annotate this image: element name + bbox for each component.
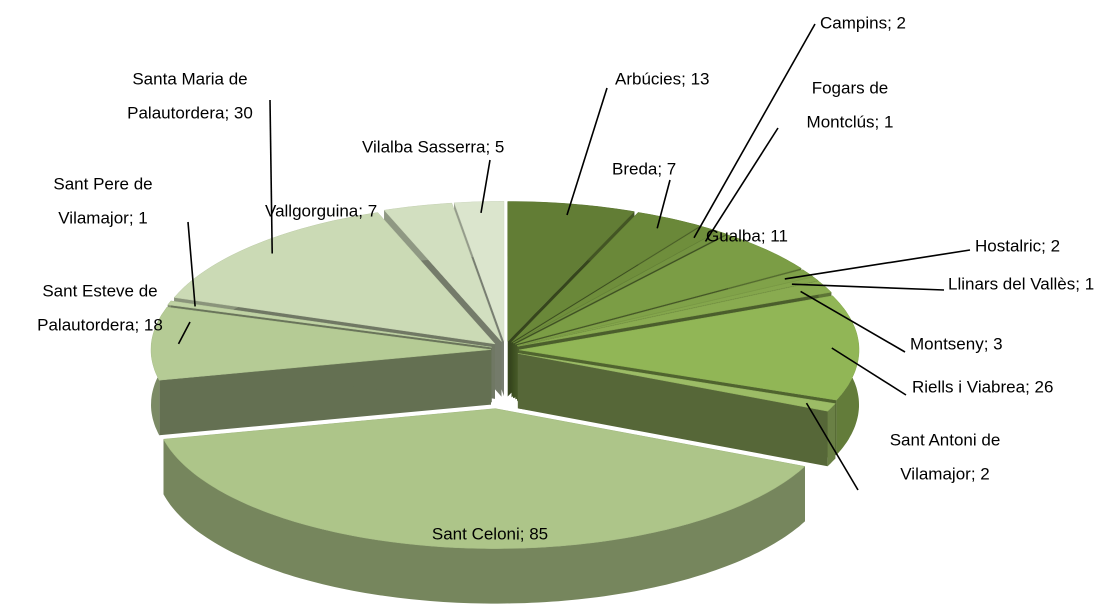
data-label: Montclús; 1 [807,112,894,131]
slice-top [453,201,505,342]
slice-side [827,403,836,467]
slice-top [167,300,492,348]
leader-line [800,290,906,353]
data-label: Montseny; 3 [910,334,1003,353]
data-label: Sant Esteve de [42,281,157,300]
data-label: Vilamajor; 1 [58,208,147,227]
data-label: Santa Maria de [132,69,247,88]
slice-top [517,276,819,347]
leader-line [566,87,608,216]
slice-top [150,306,492,381]
slice-top [383,202,502,342]
slice-top [512,226,719,344]
slice [517,353,836,467]
data-label: Gualba; 11 [706,226,788,245]
data-label: Campins; 2 [820,13,906,32]
leader-line [656,179,671,229]
data-label: Riells i Viabrea; 26 [912,377,1053,396]
leader-line [791,283,945,291]
slice-top [518,295,860,401]
slice-top [163,408,806,549]
slice-top [516,269,814,346]
data-label: Vilalba Sasserra; 5 [362,137,504,156]
leader-line [831,347,907,396]
leader-line [693,23,816,239]
leader-line [177,321,191,345]
data-label: Hostalric; 2 [975,236,1060,255]
leader-line [480,159,491,214]
slice [150,306,492,436]
leader-line [269,99,273,254]
data-label: Fogars de [812,78,889,97]
data-label: Palautordera; 30 [127,103,253,122]
slice-side [163,439,805,604]
data-label: Vallgorguina; 7 [265,201,377,220]
leader-line [704,127,779,242]
slice-top [511,212,701,343]
data-label: Sant Celoni; 85 [432,524,548,543]
slice-top [517,353,836,412]
slice-top [513,231,727,344]
data-label: Vilamajor; 2 [900,464,989,483]
slice-top [173,212,496,345]
data-label: Llinars del Vallès; 1 [948,274,1094,293]
data-label: Breda; 7 [612,159,676,178]
data-label: Sant Pere de [53,174,152,193]
leader-line [805,402,859,491]
slice-top [515,234,802,345]
slice-top [517,280,832,347]
data-label: Palautordera; 18 [37,315,163,334]
slice-top [507,201,635,343]
leader-line [784,249,971,280]
slice [163,408,806,604]
data-label: Arbúcies; 13 [615,69,710,88]
data-label: Sant Antoni de [890,430,1001,449]
leader-line [187,221,196,307]
slice-wall [517,353,828,467]
